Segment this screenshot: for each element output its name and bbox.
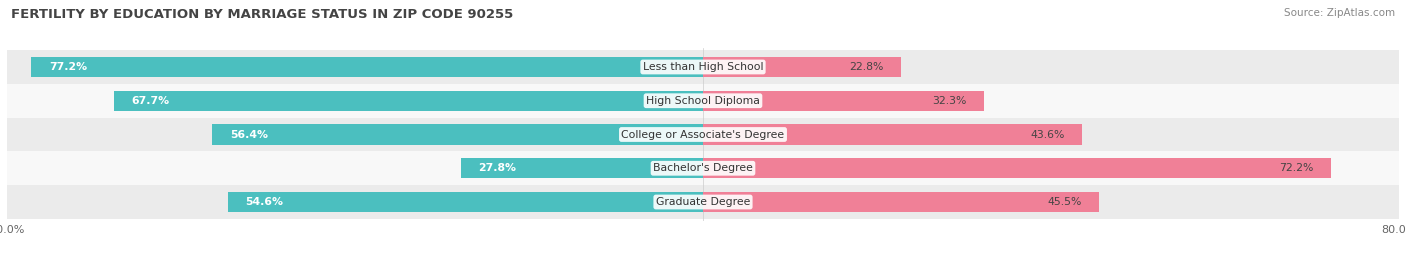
- Text: 22.8%: 22.8%: [849, 62, 884, 72]
- Text: High School Diploma: High School Diploma: [647, 96, 759, 106]
- Text: 27.8%: 27.8%: [478, 163, 516, 173]
- Text: 45.5%: 45.5%: [1047, 197, 1081, 207]
- Text: FERTILITY BY EDUCATION BY MARRIAGE STATUS IN ZIP CODE 90255: FERTILITY BY EDUCATION BY MARRIAGE STATU…: [11, 8, 513, 21]
- Text: 67.7%: 67.7%: [131, 96, 170, 106]
- Bar: [7, 50, 1399, 84]
- Bar: [212, 124, 703, 145]
- Bar: [703, 158, 1331, 178]
- Text: 32.3%: 32.3%: [932, 96, 966, 106]
- Bar: [703, 57, 901, 77]
- Bar: [7, 151, 1399, 185]
- Bar: [703, 91, 984, 111]
- Bar: [703, 192, 1099, 212]
- Text: College or Associate's Degree: College or Associate's Degree: [621, 129, 785, 140]
- Bar: [7, 84, 1399, 118]
- Bar: [7, 185, 1399, 219]
- Text: 43.6%: 43.6%: [1031, 129, 1064, 140]
- Text: 77.2%: 77.2%: [49, 62, 87, 72]
- Text: Bachelor's Degree: Bachelor's Degree: [652, 163, 754, 173]
- Bar: [703, 124, 1083, 145]
- Bar: [114, 91, 703, 111]
- Text: Graduate Degree: Graduate Degree: [655, 197, 751, 207]
- Bar: [461, 158, 703, 178]
- Text: 56.4%: 56.4%: [229, 129, 267, 140]
- Text: Source: ZipAtlas.com: Source: ZipAtlas.com: [1284, 8, 1395, 18]
- Text: Less than High School: Less than High School: [643, 62, 763, 72]
- Bar: [31, 57, 703, 77]
- Bar: [228, 192, 703, 212]
- Text: 54.6%: 54.6%: [246, 197, 284, 207]
- Bar: [7, 118, 1399, 151]
- Text: 72.2%: 72.2%: [1279, 163, 1313, 173]
